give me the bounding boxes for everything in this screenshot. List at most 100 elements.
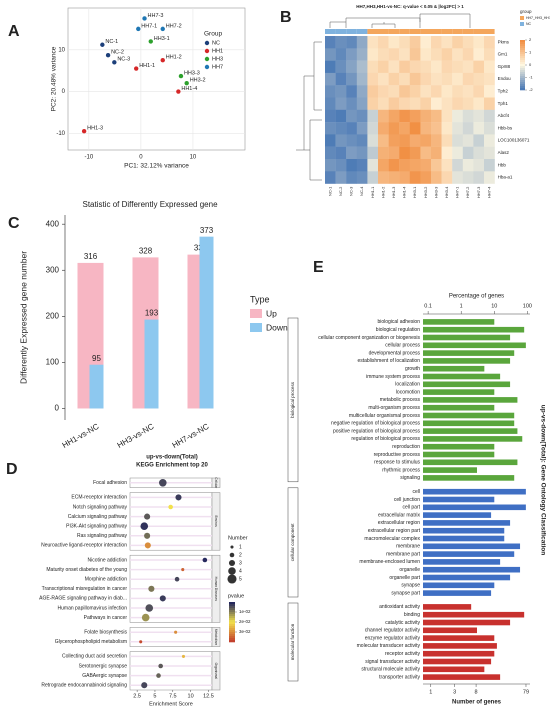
heatmap-cell bbox=[431, 109, 442, 123]
column-annotation bbox=[356, 29, 368, 34]
point bbox=[148, 39, 153, 44]
colorbar-tick-label: 2 bbox=[529, 37, 532, 42]
bottom-axis-label: Number of genes bbox=[452, 700, 502, 706]
value-label: 193 bbox=[145, 309, 159, 318]
row-label: Gpr88 bbox=[498, 64, 511, 69]
heatmap-cell bbox=[452, 36, 463, 49]
bubble bbox=[175, 494, 182, 501]
point-label: HH1-3 bbox=[87, 126, 103, 132]
heatmap-cell bbox=[441, 72, 453, 86]
point-label: NC-3 bbox=[117, 57, 130, 63]
colorbar-segment bbox=[229, 630, 235, 633]
heatmap-cell bbox=[388, 36, 400, 49]
column-label: HH7-1 bbox=[455, 186, 460, 198]
category-label: metabolic process bbox=[380, 397, 421, 403]
heatmap-cell bbox=[409, 171, 421, 184]
heatmap-cell bbox=[462, 109, 474, 123]
size-legend-label: 5 bbox=[239, 576, 242, 582]
color-legend-title: pvalue bbox=[228, 593, 244, 599]
column-annotation bbox=[431, 29, 442, 34]
legend-swatch bbox=[520, 22, 524, 26]
heatmap-cell bbox=[367, 146, 379, 160]
size-legend-marker bbox=[230, 545, 234, 549]
x-axis-label: PC1: 32.12% variance bbox=[124, 163, 189, 170]
category-label: PI3K-Akt signaling pathway bbox=[66, 524, 127, 530]
heatmap-cell bbox=[346, 122, 357, 135]
size-legend-label: 1 bbox=[239, 544, 242, 550]
bar bbox=[423, 475, 515, 481]
bar bbox=[423, 551, 515, 557]
category-label: organelle part bbox=[389, 575, 420, 581]
column-label: HH7-4 bbox=[486, 186, 491, 198]
heatmap-cell bbox=[452, 159, 463, 172]
x-tick-label: 5 bbox=[153, 693, 156, 699]
colorbar-segment bbox=[520, 44, 525, 47]
heatmap-cell bbox=[399, 48, 410, 61]
category-label: locomotion bbox=[396, 389, 420, 395]
category-label: organelle bbox=[399, 567, 420, 573]
bar bbox=[423, 358, 511, 364]
y-axis-label: Differently Expressed gene number bbox=[18, 251, 28, 384]
point-label: HH3-3 bbox=[184, 71, 200, 77]
colorbar-segment bbox=[520, 80, 525, 83]
heatmap-cell bbox=[346, 48, 357, 61]
bar bbox=[199, 236, 214, 409]
bar bbox=[423, 559, 501, 565]
bar bbox=[423, 443, 495, 450]
heatmap-cell bbox=[325, 134, 336, 147]
colorbar-segment bbox=[520, 40, 525, 43]
colorbar-segment bbox=[229, 628, 235, 631]
heatmap-cell bbox=[431, 72, 442, 86]
heatmap-cell bbox=[367, 171, 379, 184]
legend-swatch bbox=[250, 309, 262, 318]
heatmap-cell bbox=[388, 134, 400, 147]
point bbox=[160, 58, 165, 63]
colorbar-segment bbox=[229, 610, 235, 613]
colorbar-segment bbox=[520, 66, 525, 69]
heatmap-cell bbox=[346, 134, 357, 147]
x-tick-label: 0 bbox=[139, 155, 143, 161]
category-label: synapse part bbox=[391, 590, 420, 596]
chart-title: up-vs-down(Total): Gene Ontology Classif… bbox=[539, 405, 546, 555]
heatmap-cell bbox=[367, 60, 379, 74]
panel-label: D bbox=[6, 461, 18, 478]
colorbar-segment bbox=[520, 62, 525, 65]
bar bbox=[89, 364, 104, 409]
heatmap-cell bbox=[388, 122, 400, 135]
heatmap-cell bbox=[452, 146, 463, 160]
heatmap-cell bbox=[462, 72, 474, 86]
x-tick-label: -10 bbox=[84, 155, 93, 161]
heatmap-cell bbox=[473, 36, 485, 49]
bar bbox=[423, 619, 511, 626]
x-axis-label: Enrichment Score bbox=[149, 701, 193, 707]
category-label: rhythmic process bbox=[382, 467, 420, 473]
facet-label: Organismal bbox=[214, 663, 218, 680]
heatmap-cell bbox=[452, 109, 463, 123]
group-label: molecular function bbox=[290, 623, 295, 660]
heatmap-cell bbox=[484, 36, 495, 49]
heatmap-cell bbox=[378, 146, 389, 160]
category-label: establishment of localization bbox=[357, 358, 420, 364]
column-label: HH3-2 bbox=[423, 186, 428, 198]
heatmap-cell bbox=[484, 134, 495, 147]
facet-label: Human Diseases bbox=[214, 577, 218, 602]
heatmap-cell bbox=[420, 146, 432, 160]
heatmap-cell bbox=[335, 159, 347, 172]
category-label: biological regulation bbox=[376, 327, 420, 333]
heatmap-cell bbox=[484, 48, 495, 61]
bubble bbox=[168, 504, 173, 510]
heatmap-cell bbox=[346, 85, 357, 98]
point bbox=[105, 52, 111, 58]
point-label: HH3-1 bbox=[154, 36, 170, 42]
heatmap-cell bbox=[420, 109, 432, 123]
category-label: Transcriptional misregulation in cancer bbox=[42, 586, 128, 592]
heatmap-cell bbox=[431, 36, 442, 49]
bar bbox=[144, 319, 159, 409]
heatmap-cell bbox=[420, 122, 432, 135]
column-annotation bbox=[462, 29, 474, 34]
heatmap-cell bbox=[409, 146, 421, 160]
y-tick-label: 400 bbox=[46, 219, 60, 228]
heatmap-cell bbox=[462, 122, 474, 135]
heatmap-cell bbox=[325, 159, 336, 172]
